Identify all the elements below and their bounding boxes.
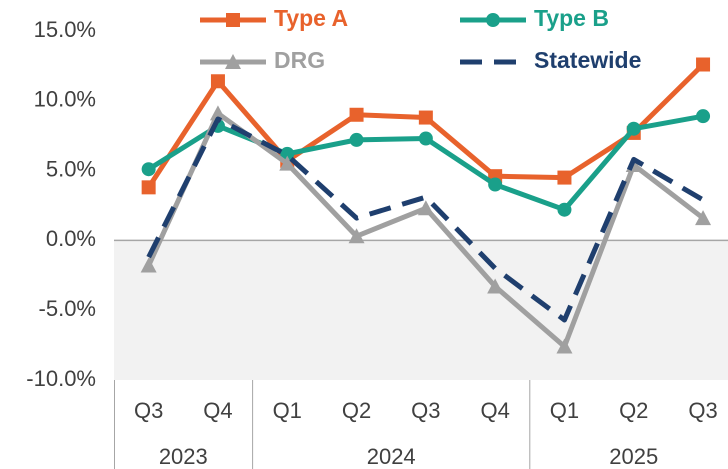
marker — [226, 13, 240, 27]
marker — [141, 180, 156, 195]
marker — [140, 257, 157, 273]
marker — [418, 110, 433, 125]
marker — [417, 200, 434, 216]
x-tick-label: Q4 — [203, 398, 232, 423]
x-tick-label: Q2 — [342, 398, 371, 423]
marker — [696, 57, 711, 72]
x-tick-label: Q3 — [134, 398, 163, 423]
legend-label: DRG — [274, 47, 325, 73]
marker — [225, 54, 241, 69]
marker — [695, 210, 712, 226]
y-tick-label: -10.0% — [26, 366, 96, 391]
marker — [488, 177, 503, 192]
marker — [626, 121, 641, 136]
legend-label: Type A — [274, 5, 348, 31]
marker — [418, 131, 433, 146]
y-tick-label: 5.0% — [46, 156, 96, 181]
x-tick-label: Q2 — [619, 398, 648, 423]
x-tick-label: Q1 — [273, 398, 302, 423]
x-tick-label: Q4 — [480, 398, 509, 423]
x-group-label: 2023 — [159, 444, 208, 469]
marker — [210, 74, 225, 89]
marker — [280, 146, 295, 161]
y-tick-label: 15.0% — [34, 17, 96, 42]
x-tick-label: Q1 — [550, 398, 579, 423]
marker — [141, 162, 156, 177]
y-tick-label: 10.0% — [34, 87, 96, 112]
marker — [696, 109, 711, 124]
marker — [349, 132, 364, 147]
y-tick-label: -5.0% — [39, 296, 96, 321]
marker — [486, 13, 500, 27]
marker — [209, 105, 226, 121]
legend-label: Type B — [534, 5, 609, 31]
x-group-label: 2025 — [609, 444, 658, 469]
marker — [556, 338, 573, 354]
x-tick-label: Q3 — [411, 398, 440, 423]
marker — [279, 155, 296, 171]
x-group-label: 2024 — [367, 444, 416, 469]
x-tick-label: Q3 — [688, 398, 717, 423]
marker — [349, 107, 364, 122]
marker — [487, 278, 504, 294]
series-line — [146, 116, 705, 323]
marker — [348, 228, 365, 244]
negative-region — [114, 240, 728, 380]
y-tick-label: 0.0% — [46, 226, 96, 251]
marker — [557, 202, 572, 217]
legend-label: Statewide — [534, 47, 641, 73]
marker — [557, 170, 572, 185]
